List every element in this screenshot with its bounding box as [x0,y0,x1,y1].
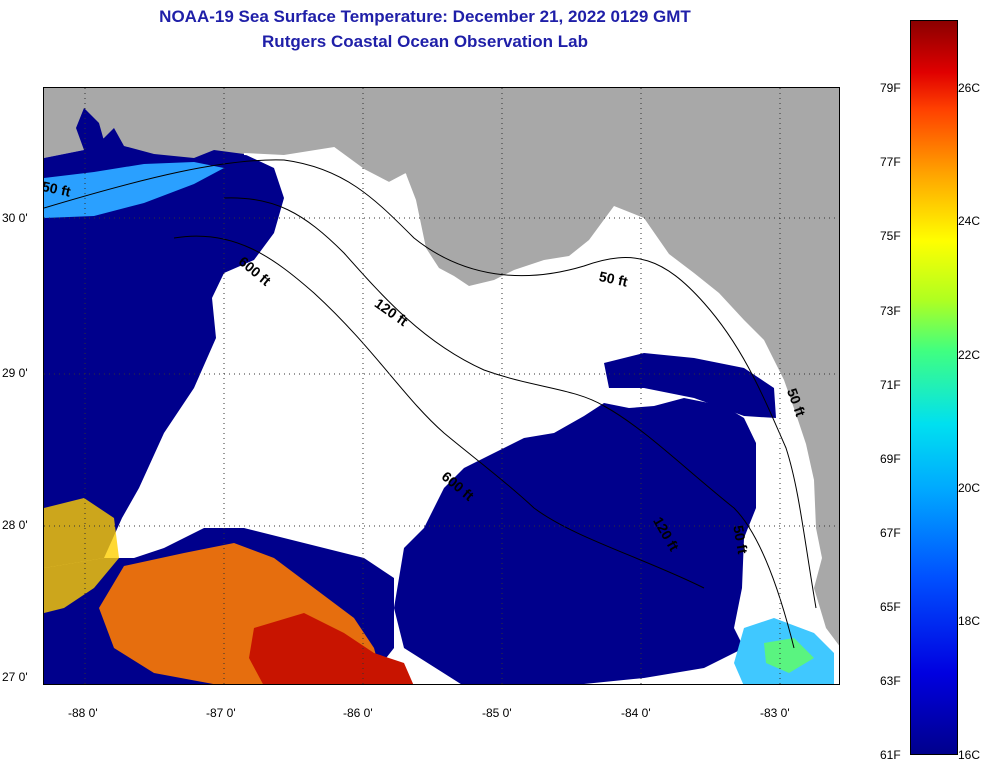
lat-label-29: 29 0' [2,366,28,380]
colorbar-label-16c: 16C [958,748,981,762]
lon-label-85: -85 0' [482,706,512,720]
colorbar-label-69f: 69F [880,452,901,466]
hot-water-core [249,613,414,684]
colorbar-label-20c: 20C [958,481,981,495]
colorbar-label-22c: 22C [958,348,981,362]
mid-water-band [44,498,119,613]
lat-label-28: 28 0' [2,518,28,532]
colorbar-label-73f: 73F [880,304,901,318]
temperature-colorbar [910,20,958,755]
cyan-nearshore-band [44,162,224,218]
cold-water-south [394,398,756,684]
colorbar-label-24c: 24C [958,214,981,228]
coastline [243,146,407,185]
contour-50ft [44,159,817,609]
colorbar-label-63f: 63F [880,674,901,688]
green-water-patch [764,638,814,673]
colorbar-label-79f: 79F [880,81,901,95]
colorbar-label-67f: 67F [880,526,901,540]
colorbar-label-71f: 71F [880,378,901,392]
map-subtitle: Rutgers Coastal Ocean Observation Lab [262,32,588,51]
contour-120ft [223,197,795,649]
cold-water-west-2 [76,108,106,150]
depth-contours [44,159,817,649]
colorbar-label-77f: 77F [880,155,901,169]
cold-water-east [604,353,776,418]
colorbar-label-61f: 61F [880,748,901,762]
lon-label-83: -83 0' [760,706,790,720]
contour-600ft [173,235,705,589]
lon-label-84: -84 0' [621,706,651,720]
lat-label-30: 30 0' [2,211,28,225]
lat-label-27: 27 0' [2,670,28,684]
sst-map[interactable]: 50 ft 600 ft 120 ft 50 ft 50 ft 600 ft 1… [43,87,840,685]
colorbar-label-26c: 26C [958,81,981,95]
map-title: NOAA-19 Sea Surface Temperature: Decembe… [159,7,691,26]
sst-map-graphic [44,88,839,684]
lon-label-86: -86 0' [343,706,373,720]
colorbar-label-18c: 18C [958,614,981,628]
colorbar-label-75f: 75F [880,229,901,243]
lon-label-87: -87 0' [206,706,236,720]
lon-label-88: -88 0' [68,706,98,720]
colorbar-label-65f: 65F [880,600,901,614]
